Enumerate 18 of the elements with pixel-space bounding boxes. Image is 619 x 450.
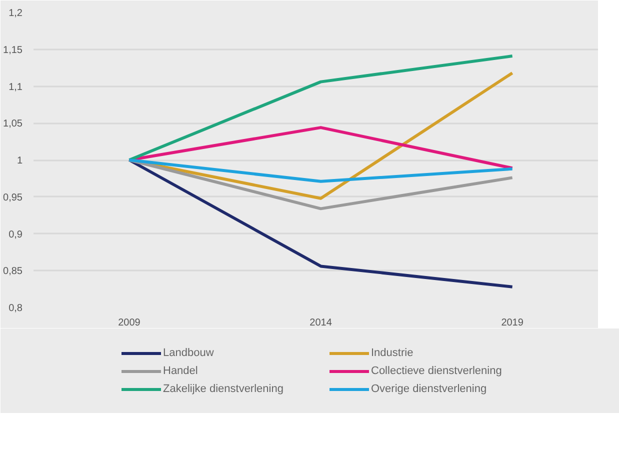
y-tick-label: 0,8 [8, 303, 23, 314]
legend-label: Zakelijke dienstverlening [163, 382, 284, 394]
y-tick-label: 1 [16, 156, 23, 166]
legend-label: Collectieve dienstverlening [371, 364, 503, 376]
x-tick-label: 2009 [118, 318, 141, 328]
y-tick-label: 0,9 [8, 229, 23, 240]
legend-label: Landbouw [163, 346, 215, 358]
x-tick-label: 2014 [310, 318, 332, 328]
y-tick-label: 1,1 [8, 82, 23, 93]
legend-label: Handel [163, 364, 199, 376]
y-tick-label: 1,2 [8, 8, 23, 19]
y-tick-label: 1,15 [3, 44, 23, 56]
y-tick-label: 0,95 [3, 192, 23, 204]
y-tick-label: 0,85 [3, 266, 23, 278]
y-tick-label: 1,05 [3, 118, 23, 130]
x-tick-label: 2019 [501, 318, 524, 328]
legend-label: Overige dienstverlening [371, 382, 488, 394]
legend-label: Industrie [371, 346, 414, 358]
